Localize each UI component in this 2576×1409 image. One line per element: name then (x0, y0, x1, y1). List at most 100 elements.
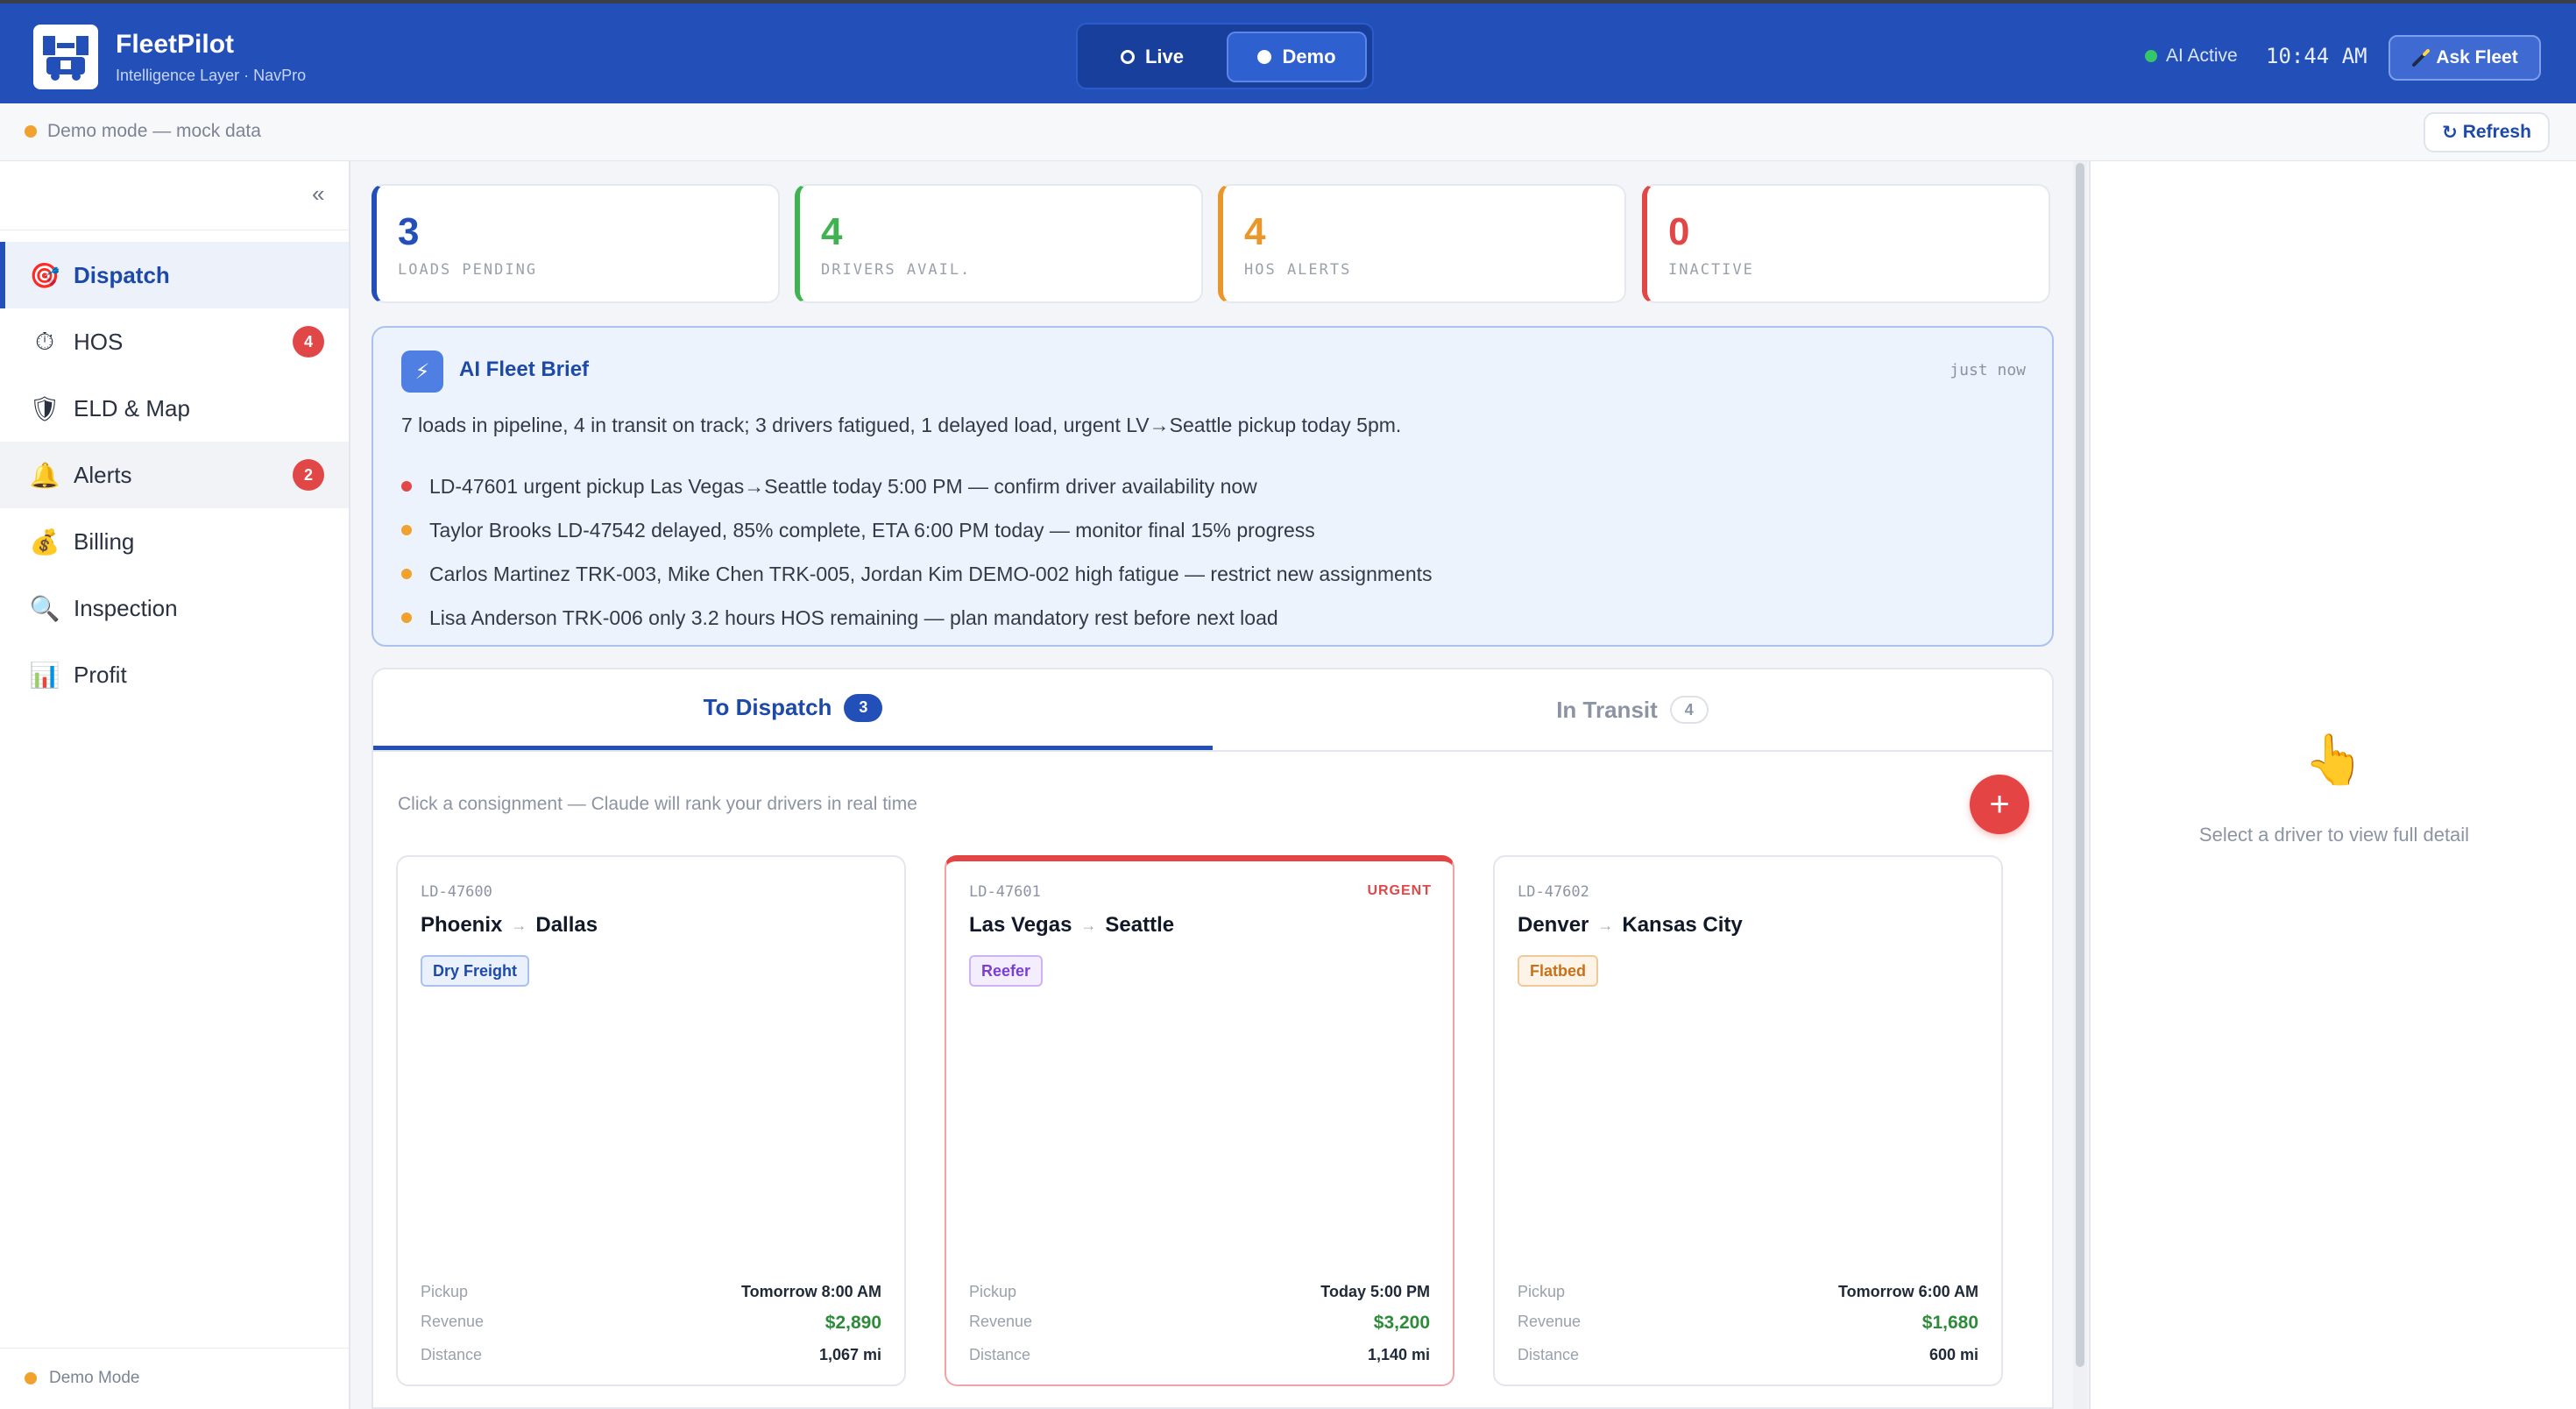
ask-fleet-button[interactable]: Ask Fleet (2388, 35, 2541, 81)
collapse-sidebar-icon[interactable]: « (312, 181, 325, 207)
tab-count-badge: 4 (1669, 696, 1709, 724)
bell-icon: 🔔 (29, 461, 60, 489)
stat-value: 4 (821, 210, 843, 253)
stat-card-inactive: 0 INACTIVE (1642, 184, 2050, 303)
sidebar-footer-divider (0, 1348, 349, 1349)
distance-value: 600 mi (1928, 1346, 1978, 1363)
stat-value: 4 (1244, 210, 1266, 253)
tab-label: In Transit (1556, 696, 1658, 723)
sidebar-item-billing[interactable]: 💰 Billing (0, 508, 349, 575)
tab-to-dispatch[interactable]: To Dispatch 3 (373, 669, 1213, 750)
tab-in-transit[interactable]: In Transit 4 (1213, 669, 2052, 750)
refresh-label: Refresh (2462, 122, 2531, 142)
list-item: Lisa Anderson TRK-006 only 3.2 hours HOS… (401, 596, 1433, 640)
distance-label: Distance (969, 1346, 1031, 1363)
arrow-right-icon: → (511, 916, 527, 934)
tab-count-badge: 3 (844, 693, 883, 722)
add-load-button[interactable]: + (1970, 775, 2029, 834)
demo-mode-strip: Demo mode — mock data ↻ Refresh (0, 103, 2576, 161)
route-origin: Denver (1518, 913, 1589, 937)
pickup-label: Pickup (421, 1283, 469, 1300)
sidebar-item-label: Alerts (74, 461, 132, 488)
revenue-row: Revenue $1,680 (1518, 1313, 1978, 1334)
demo-mode-text: Demo mode — mock data (47, 121, 261, 141)
dispatch-panel: To Dispatch 3 In Transit 4 Click a consi… (372, 668, 2054, 1409)
route-destination: Dallas (535, 913, 598, 937)
sidebar-footer: Demo Mode (25, 1369, 140, 1388)
stat-value: 3 (398, 210, 420, 253)
pickup-value: Tomorrow 6:00 AM (1837, 1283, 1978, 1300)
driver-detail-pane: 👆 Select a driver to view full detail (2089, 161, 2576, 1409)
pointing-hand-icon: 👆 (2304, 732, 2365, 787)
distance-value: 1,140 mi (1367, 1346, 1430, 1363)
stat-card-loads-pending: 3 LOADS PENDING (372, 184, 780, 303)
stopwatch-icon: ⏱ (35, 327, 54, 355)
pickup-value: Tomorrow 8:00 AM (740, 1283, 881, 1300)
sidebar-item-hos[interactable]: ⏱ HOS 4 (0, 308, 349, 375)
pickup-label: Pickup (1518, 1283, 1566, 1300)
sidebar-nav: 🎯 Dispatch ⏱ HOS 4 🛡 ELD & Map 🔔 Alerts … (0, 242, 349, 708)
distance-value: 1,067 mi (818, 1346, 881, 1363)
pickup-row: Pickup Tomorrow 6:00 AM (1518, 1283, 1978, 1301)
brief-item-text: LD-47601 urgent pickup Las Vegas→Seattle… (429, 474, 1257, 498)
ask-fleet-label: Ask Fleet (2436, 47, 2518, 67)
load-id: LD-47600 (421, 883, 492, 901)
load-route: Denver → Kansas City (1518, 913, 1743, 938)
sidebar-item-alerts[interactable]: 🔔 Alerts 2 (0, 442, 349, 508)
money-bag-icon: 💰 (29, 527, 60, 556)
demo-mode-button[interactable]: Demo (1227, 32, 1367, 82)
brief-timestamp: just now (1950, 361, 2026, 379)
sidebar-footer-label: Demo Mode (49, 1369, 140, 1387)
list-item: LD-47601 urgent pickup Las Vegas→Seattle… (401, 464, 1433, 508)
status-dot-icon (2145, 50, 2157, 62)
distance-label: Distance (421, 1346, 483, 1363)
sidebar-item-dispatch[interactable]: 🎯 Dispatch (0, 242, 349, 308)
brief-item-text: Taylor Brooks LD-47542 delayed, 85% comp… (429, 518, 1315, 542)
ai-status: AI Active (2145, 46, 2238, 67)
list-item: Taylor Brooks LD-47542 delayed, 85% comp… (401, 508, 1433, 552)
severity-dot-icon (401, 612, 412, 623)
load-card-ld-47602[interactable]: LD-47602 Denver → Kansas City Flatbed Pi… (1493, 855, 2003, 1386)
revenue-label: Revenue (1518, 1313, 1582, 1330)
severity-dot-icon (401, 481, 412, 492)
distance-row: Distance 600 mi (1518, 1346, 1978, 1364)
detail-placeholder: Select a driver to view full detail (2198, 824, 2470, 846)
clock: 10:44 AM (2266, 44, 2367, 68)
refresh-icon: ↻ (2442, 122, 2458, 143)
refresh-button[interactable]: ↻ Refresh (2424, 112, 2550, 152)
route-origin: Phoenix (421, 913, 503, 937)
freight-type-tag: Reefer (969, 955, 1044, 987)
load-id: LD-47602 (1518, 883, 1589, 901)
sidebar-item-profit[interactable]: 📊 Profit (0, 641, 349, 708)
stat-card-drivers-avail: 4 DRIVERS AVAIL. (795, 184, 1203, 303)
brief-title: AI Fleet Brief (459, 358, 590, 381)
sidebar-item-label: Billing (74, 527, 135, 555)
load-card-ld-47601[interactable]: LD-47601 URGENT Las Vegas → Seattle Reef… (945, 855, 1454, 1386)
sidebar-item-eld-map[interactable]: 🛡 ELD & Map (0, 375, 349, 442)
stat-label: INACTIVE (1668, 261, 1754, 279)
stat-value: 0 (1668, 210, 1690, 253)
ai-fleet-brief: ⚡ AI Fleet Brief just now 7 loads in pip… (372, 326, 2054, 647)
main-scrollbar-thumb[interactable] (2076, 163, 2084, 1367)
freight-type-tag: Dry Freight (421, 955, 530, 987)
sidebar-item-label: Inspection (74, 594, 178, 621)
live-mode-button[interactable]: Live (1086, 32, 1218, 82)
hos-count-badge: 4 (293, 326, 324, 358)
sidebar-item-inspection[interactable]: 🔍 Inspection (0, 575, 349, 641)
demo-mode-label: Demo (1282, 46, 1336, 67)
radio-filled-icon (1257, 50, 1272, 64)
magnifier-icon: 🔍 (29, 594, 60, 622)
distance-row: Distance 1,067 mi (421, 1346, 881, 1364)
load-card-ld-47600[interactable]: LD-47600 Phoenix → Dallas Dry Freight Pi… (396, 855, 906, 1386)
arrow-right-icon: → (1080, 916, 1097, 934)
distance-label: Distance (1518, 1346, 1580, 1363)
pickup-value: Today 5:00 PM (1320, 1283, 1430, 1300)
tab-divider (373, 750, 2052, 752)
magic-wand-icon (2412, 49, 2431, 67)
revenue-value: $1,680 (1921, 1313, 1978, 1333)
brief-summary: 7 loads in pipeline, 4 in transit on tra… (401, 414, 1402, 436)
revenue-row: Revenue $2,890 (421, 1313, 881, 1334)
fleetpilot-logo (33, 25, 98, 89)
freight-type-tag: Flatbed (1518, 955, 1599, 987)
arrow-right-icon: → (1597, 916, 1614, 934)
